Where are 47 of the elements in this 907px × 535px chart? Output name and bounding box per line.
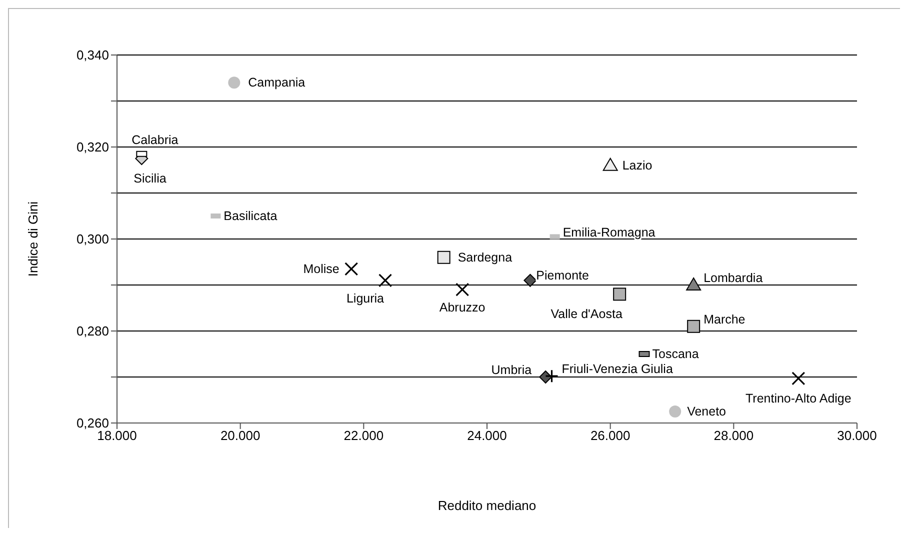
series-label: Sicilia [134,172,166,186]
point [544,369,559,383]
series-label: Trentino-Alto Adige [745,391,852,406]
x-tick-label: 28.000 [714,428,754,444]
series-label: Lombardia [704,271,763,285]
series-label: Lazio [622,158,652,172]
series-label: Abruzzo [439,300,486,315]
series-label: Valle d'Aosta [550,307,622,322]
series-label: Sardegna [458,250,512,264]
point [602,158,618,171]
point [378,274,392,288]
point [669,406,682,418]
series-label: Basilicata [224,209,278,223]
point [613,288,626,301]
y-tick-label: 0,320 [76,140,109,155]
point [456,282,470,296]
point [686,278,702,290]
series-label: Toscana [652,347,699,361]
series-label: Piemonte [536,268,590,282]
series-label: Emilia-Romagna [562,226,656,240]
y-tick-label: 0,340 [76,48,109,63]
x-tick-label: 22.000 [344,428,384,444]
point [344,262,358,276]
y-tick-label: 0,300 [76,232,109,247]
point [228,76,240,89]
series-label: Umbria [491,363,532,377]
series-label: Friuli-Venezia Giulia [562,362,673,376]
point [524,274,537,287]
series-label: Liguria [346,291,384,306]
x-axis-title: Reddito mediano [438,498,536,513]
point [792,372,806,386]
point [437,250,450,264]
y-tick-label: 0,280 [76,324,109,339]
series-label: Molise [303,262,340,276]
y-axis-title: Indice di Gini [26,201,41,277]
series-label: Campania [248,76,306,90]
point [687,320,700,333]
point [539,370,552,384]
series-label: Marche [704,312,746,326]
x-tick-label: 18.000 [97,428,137,444]
x-tick-label: 30.000 [837,428,877,444]
series-label: Veneto [687,404,726,418]
x-tick-label: 24.000 [467,428,507,444]
x-tick-label: 26.000 [590,428,630,444]
x-tick-label: 20.000 [220,428,260,444]
series-label: Calabria [132,132,178,147]
y-tick-label: 0,260 [76,416,109,431]
